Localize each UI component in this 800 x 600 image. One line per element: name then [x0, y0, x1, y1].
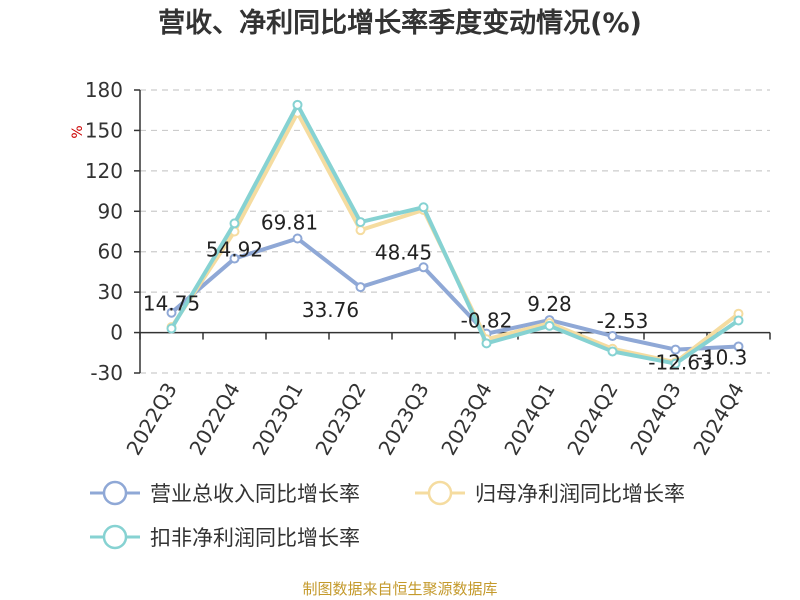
series-3-point [229, 218, 240, 229]
series-1-point [166, 307, 177, 318]
x-tick-label: 2023Q3 [373, 379, 433, 460]
series-1-point [733, 341, 744, 352]
legend-label-3: 扣非净利润同比增长率 [150, 526, 360, 550]
chart-title: 营收、净利同比增长率季度变动情况(%) [158, 7, 642, 39]
series-line-3 [169, 102, 740, 366]
data-label: 69.81 [261, 210, 318, 234]
legend-swatch-marker-3 [102, 524, 128, 550]
series-layer [166, 99, 744, 369]
y-tick-label: 90 [98, 199, 123, 223]
x-tick-label: 2022Q3 [121, 379, 181, 460]
x-tick-label: 2023Q1 [247, 379, 307, 460]
series-1-point [607, 330, 618, 341]
data-label: 14.75 [143, 292, 200, 316]
data-label: -10.3 [696, 345, 748, 369]
series-1-point [292, 233, 303, 244]
series-line-1 [170, 236, 739, 352]
series-3-point [292, 99, 303, 110]
legend-label-1: 营业总收入同比增长率 [150, 482, 360, 506]
data-label: 48.45 [375, 240, 432, 264]
y-tick-label: 180 [85, 78, 123, 102]
legend-swatch-marker-2 [427, 480, 453, 506]
x-tick-label: 2022Q4 [184, 379, 244, 460]
y-tick-label: 30 [98, 280, 123, 304]
series-3-point [733, 315, 744, 326]
data-label: -12.63 [648, 351, 712, 375]
legend-label-2: 归母净利润同比增长率 [475, 482, 685, 506]
series-3-point [418, 202, 429, 213]
data-label: 54.92 [206, 238, 263, 262]
x-tick-label: 2023Q4 [436, 379, 496, 460]
series-1-point [229, 253, 240, 264]
y-tick-label: 150 [85, 118, 123, 142]
series-3-point [670, 358, 681, 369]
x-tick-label: 2023Q2 [310, 379, 370, 460]
y-tick-label: -30 [90, 361, 123, 385]
y-tick-label: 0 [110, 321, 123, 345]
x-tick-label: 2024Q2 [562, 379, 622, 460]
data-label: -0.82 [461, 309, 513, 333]
y-axis-label: % [70, 125, 86, 138]
data-label-layer: 14.75 54.92 69.81 33.76 48.45 -0.82 9.28 -2.53 -… [143, 210, 748, 374]
series-3-point [166, 323, 177, 334]
series-1-point [418, 262, 429, 273]
x-tick-label: 2024Q3 [625, 379, 685, 460]
series-1-point [670, 344, 681, 355]
x-tick-label: 2024Q4 [688, 379, 748, 460]
x-tick-label: 2024Q1 [499, 379, 559, 460]
data-label: 33.76 [302, 298, 359, 322]
series-1-point [355, 282, 366, 293]
series-3-point [607, 346, 618, 357]
legend-swatch-marker-1 [102, 480, 128, 506]
series-2-point [355, 225, 366, 236]
y-tick-label: 120 [85, 159, 123, 183]
source-note: 制图数据来自恒生聚源数据库 [302, 580, 497, 598]
data-label: 9.28 [527, 292, 572, 316]
data-label: -2.53 [597, 309, 649, 333]
series-3-point [481, 338, 492, 349]
series-3-point [355, 217, 366, 228]
series-3-point [544, 320, 555, 331]
y-tick-label: 60 [98, 240, 123, 264]
